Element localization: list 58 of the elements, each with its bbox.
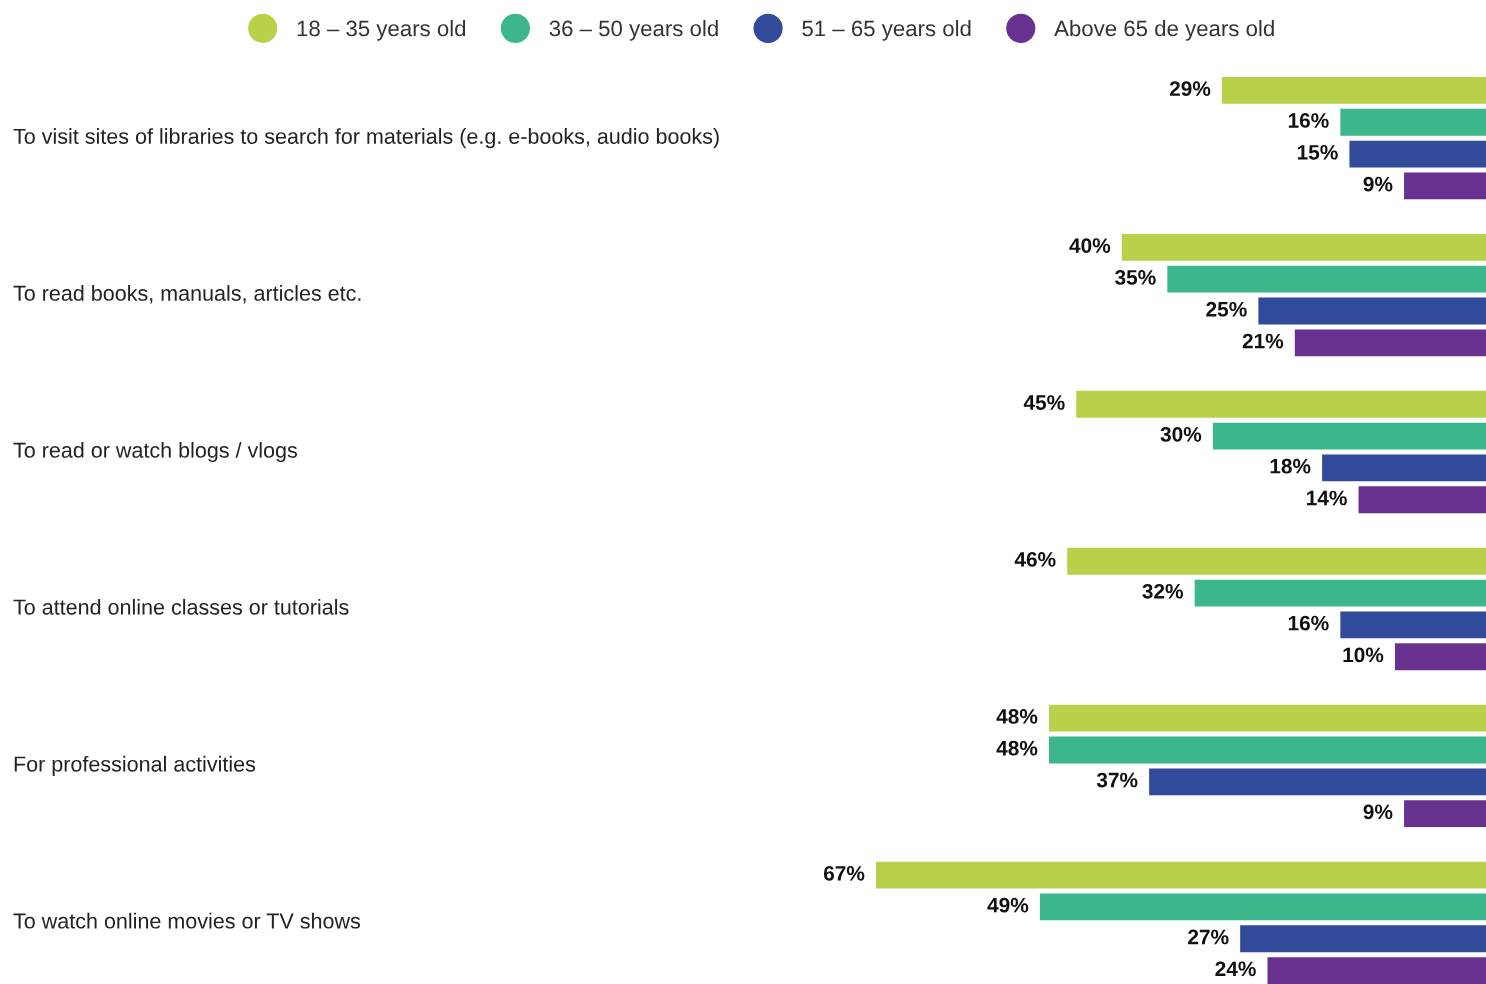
bar (1167, 265, 1486, 293)
bar (876, 861, 1486, 889)
y-tick-label: For professional activities (14, 755, 256, 776)
bar (1039, 893, 1486, 921)
y-tick-label: To read books, manuals, articles etc. (13, 285, 361, 304)
data-label: 27% (1188, 929, 1229, 945)
bar (1267, 957, 1486, 984)
bar (1212, 422, 1486, 450)
y-tick-label: To attend online classes or tutorials (13, 598, 349, 615)
bar (1048, 704, 1486, 732)
data-label: 29% (1169, 81, 1211, 97)
legend-label: Above 65 de years old (1054, 20, 1274, 41)
data-label: 16% (1288, 615, 1329, 631)
data-label: 48% (996, 709, 1038, 724)
bar (1194, 579, 1486, 607)
data-label: 18% (1270, 458, 1311, 474)
bar (1394, 643, 1486, 671)
data-label: 25% (1206, 301, 1247, 317)
y-tick-label: To read or watch blogs / vlogs (13, 442, 298, 463)
bar (1240, 925, 1486, 953)
data-label: 15% (1297, 144, 1338, 160)
data-label: 9% (1363, 804, 1393, 820)
bar (1322, 454, 1486, 482)
bar (1121, 233, 1486, 261)
data-label: 49% (987, 897, 1029, 913)
data-label: 45% (1023, 395, 1065, 410)
data-label: 35% (1115, 270, 1156, 285)
bar (1404, 172, 1486, 200)
bar (1067, 547, 1486, 575)
data-label: 24% (1215, 961, 1256, 977)
bar (1340, 108, 1486, 136)
bar (1076, 390, 1486, 418)
bar (1358, 486, 1486, 514)
legend-label: 36 – 50 years old (549, 20, 718, 41)
bar (1340, 611, 1486, 639)
data-label: 40% (1069, 238, 1111, 253)
y-tick-label: To watch online movies or TV shows (13, 912, 361, 929)
data-label: 10% (1343, 647, 1384, 663)
bar (1149, 768, 1486, 796)
data-label: 32% (1142, 583, 1183, 599)
data-label: 14% (1307, 490, 1347, 506)
y-tick-label: To visit sites of libraries to search for materials (e.g. e-books, audio books) (13, 128, 719, 149)
bar (1404, 800, 1486, 828)
bar (1258, 297, 1486, 325)
data-label: 67% (823, 865, 865, 881)
legend-label: 18 – 35 years old (297, 20, 466, 41)
bar (1221, 77, 1486, 104)
data-label: 37% (1096, 772, 1138, 788)
data-label: 30% (1160, 426, 1202, 442)
data-label: 9% (1363, 176, 1393, 192)
data-label: 21% (1242, 333, 1284, 349)
data-label: 48% (996, 740, 1038, 756)
data-label: 46% (1014, 552, 1056, 567)
legend-label: 51 – 65 years old (802, 20, 971, 41)
bar (1048, 736, 1486, 764)
bar (1349, 140, 1486, 168)
bar (1294, 329, 1486, 357)
data-label: 16% (1288, 113, 1329, 128)
